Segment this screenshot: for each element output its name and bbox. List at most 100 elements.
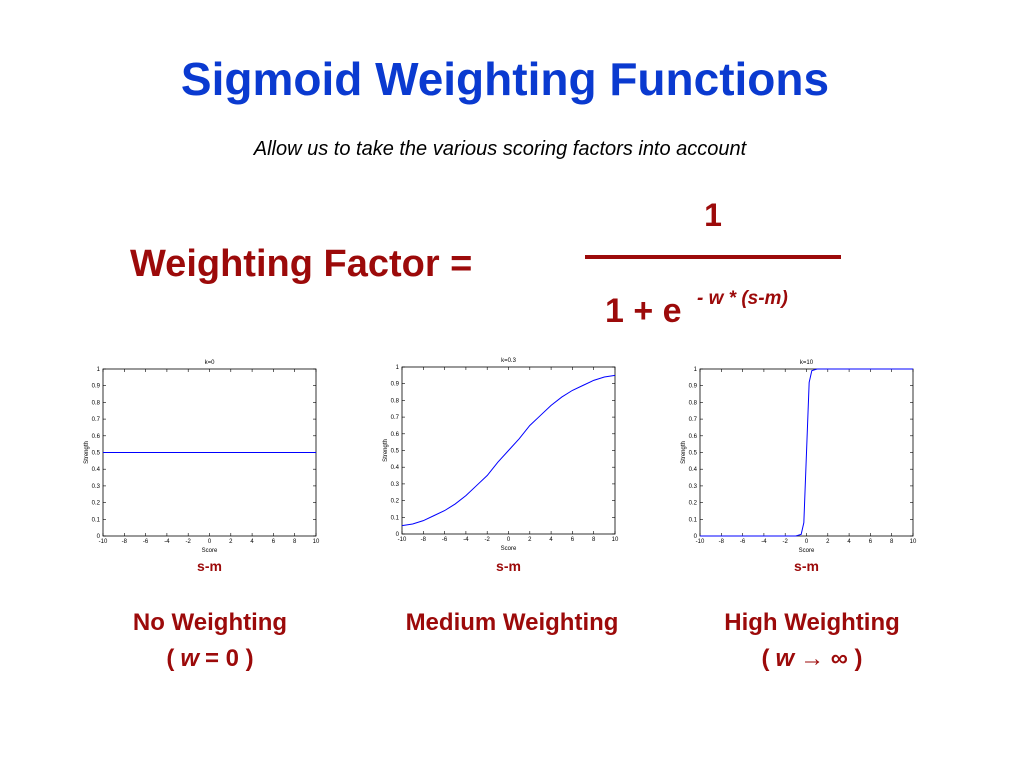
x-tick-label: 8 [890,539,894,545]
chart-title: k=0.3 [501,358,517,364]
axis-note: s-m [197,558,222,574]
x-tick-label: -2 [783,539,789,545]
x-tick-label: -4 [761,539,767,545]
x-tick-label: 4 [250,539,254,545]
y-tick-label: 0.7 [689,417,698,423]
y-tick-label: 0.1 [689,517,698,523]
y-tick-label: 0.3 [391,482,400,488]
y-tick-label: 0.9 [391,382,400,388]
y-tick-label: 0.6 [689,434,698,440]
x-axis-label: Score [799,548,815,554]
y-tick-label: 0.3 [689,484,698,490]
x-tick-label: 10 [612,537,619,543]
y-tick-label: 0.1 [391,515,400,521]
formula-exponent: - w * (s-m) [697,288,788,309]
sublabel-part: w [180,645,200,672]
line [401,374,616,527]
y-tick-label: 0.8 [391,398,400,404]
x-tick-label: 8 [293,539,297,545]
x-tick-label: 2 [528,537,532,543]
formula-lhs: Weighting Factor = [130,243,472,285]
axis-note: s-m [794,558,819,574]
y-tick-label: 0 [97,534,101,540]
panel-label: Medium Weighting [406,609,619,636]
x-tick-label: -6 [143,539,149,545]
x-tick-label: 0 [507,537,511,543]
x-axis-label: Score [501,546,517,552]
y-axis-label: Strength [681,441,687,464]
x-tick-label: 2 [229,539,233,545]
y-tick-label: 0 [396,532,400,538]
x-tick-label: -10 [99,539,108,545]
y-tick-label: 0.6 [92,434,101,440]
x-axis-label: Score [202,548,218,554]
y-tick-label: 0.8 [689,400,698,406]
subtitle: Allow us to take the various scoring fac… [253,138,748,160]
y-tick-label: 1 [396,365,400,371]
x-tick-label: -10 [696,539,705,545]
x-tick-label: 4 [847,539,851,545]
x-tick-label: 8 [592,537,596,543]
y-tick-label: 0.4 [391,465,400,471]
x-tick-label: -2 [186,539,192,545]
x-tick-label: 4 [549,537,553,543]
panel-label: High Weighting [724,609,900,636]
x-tick-label: -4 [164,539,170,545]
y-tick-label: 0.4 [92,467,101,473]
y-tick-label: 1 [694,367,698,373]
x-tick-label: 6 [272,539,276,545]
sublabel-part: → ∞ ) [800,645,862,672]
panel-sublabel: (w = 0 ) [166,645,253,672]
formula-denominator: 1 + e [605,292,682,330]
x-tick-label: 2 [826,539,830,545]
y-tick-label: 0.9 [92,384,101,390]
formula-numerator: 1 [704,197,722,233]
sublabel-part: = 0 ) [205,645,254,672]
y-tick-label: 0.2 [92,501,101,507]
y-tick-label: 0.2 [689,501,698,507]
x-tick-label: -4 [463,537,469,543]
sublabel-part: w [775,645,795,672]
y-tick-label: 0.3 [92,484,101,490]
x-tick-label: -8 [421,537,427,543]
x-tick-label: 6 [869,539,873,545]
y-tick-label: 0.5 [391,449,400,455]
y-axis-label: Strength [84,441,90,464]
y-tick-label: 0.9 [689,384,698,390]
x-tick-label: 6 [571,537,575,543]
x-tick-label: -6 [740,539,746,545]
sublabel-part: ( [166,645,174,672]
x-tick-label: 10 [313,539,320,545]
x-tick-label: 10 [910,539,917,545]
title: Sigmoid Weighting Functions [181,53,829,105]
y-tick-label: 0.1 [92,517,101,523]
y-tick-label: 0 [694,534,698,540]
panel-label: No Weighting [133,609,287,636]
x-tick-label: -8 [719,539,725,545]
y-tick-label: 0.6 [391,432,400,438]
chart-title: k=10 [800,360,814,366]
y-axis-label: Strength [383,439,389,462]
y-tick-label: 0.8 [92,400,101,406]
y-tick-label: 0.5 [689,451,698,457]
y-tick-label: 1 [97,367,101,373]
y-tick-label: 0.7 [391,415,400,421]
sublabel-part: ( [761,645,769,672]
x-tick-label: -2 [485,537,491,543]
x-tick-label: -10 [398,537,407,543]
y-tick-label: 0.7 [92,417,101,423]
x-tick-label: 0 [208,539,212,545]
x-tick-label: 0 [805,539,809,545]
x-tick-label: -6 [442,537,448,543]
y-tick-label: 0.2 [391,499,400,505]
line [700,368,913,537]
x-tick-label: -8 [122,539,128,545]
chart-title: k=0 [205,360,216,366]
y-tick-label: 0.4 [689,467,698,473]
y-tick-label: 0.5 [92,451,101,457]
panel-sublabel: (w → ∞ ) [761,645,862,672]
axis-note: s-m [496,558,521,574]
